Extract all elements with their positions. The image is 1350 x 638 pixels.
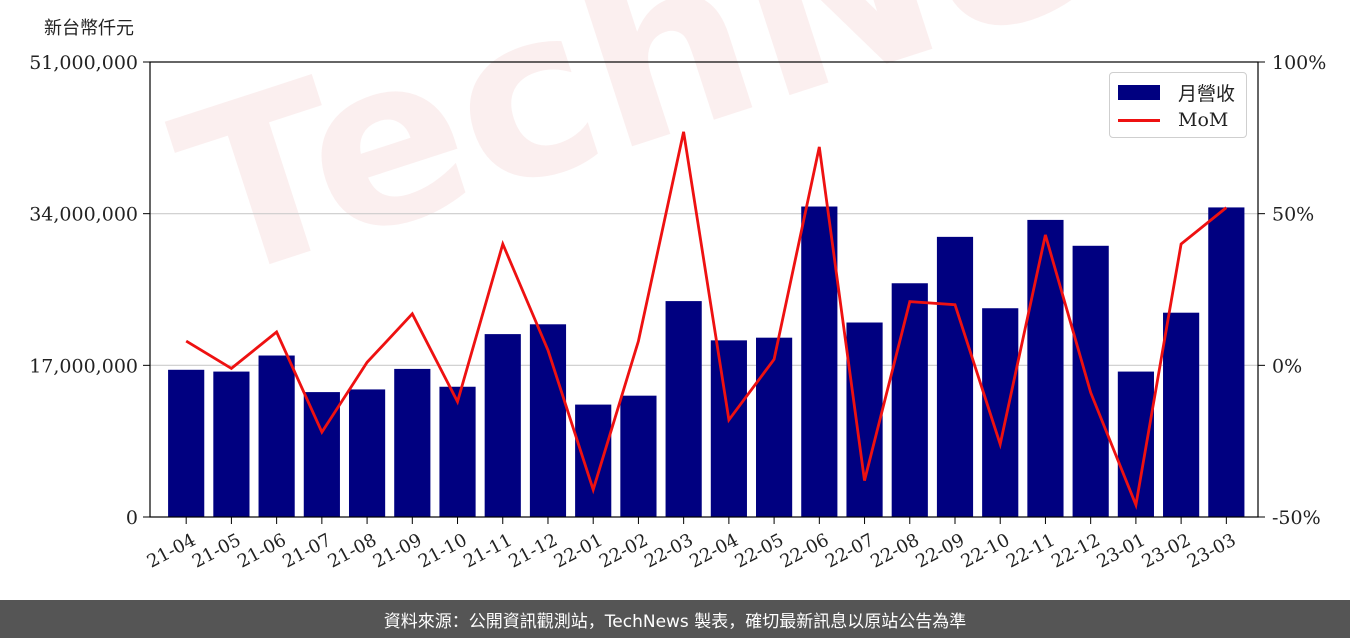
y-right-tick-label: 50% (1272, 204, 1314, 226)
bar-22-02 (620, 395, 657, 517)
x-tick-label: 22-09 (912, 530, 968, 573)
x-tick-label: 22-02 (596, 530, 652, 573)
x-tick-label: 22-12 (1048, 530, 1104, 573)
x-tick-label: 22-06 (777, 530, 833, 573)
y-left-tick-label: 34,000,000 (29, 204, 138, 226)
x-tick-label: 21-08 (325, 530, 381, 573)
bar-21-10 (439, 386, 476, 517)
bar-22-04 (710, 340, 747, 517)
bar-21-11 (484, 334, 521, 517)
x-tick-label: 22-08 (867, 530, 923, 573)
legend-swatch-line (1118, 118, 1160, 122)
x-tick-label: 21-10 (415, 530, 471, 573)
mom-line (185, 131, 1228, 510)
x-tick-label: 22-01 (551, 530, 607, 573)
legend-swatch-bar (1118, 84, 1160, 100)
unit-label: 新台幣仟元 (44, 18, 134, 39)
bar-23-02 (1163, 312, 1200, 517)
bar-22-07 (846, 322, 883, 517)
x-tick-label: 23-03 (1184, 530, 1240, 573)
bar-21-04 (168, 369, 205, 517)
x-tick-label: 21-07 (279, 530, 335, 573)
x-tick-label: 22-11 (1003, 530, 1059, 573)
y-left-tick-label: 51,000,000 (29, 52, 138, 74)
x-tick-label: 21-04 (144, 530, 200, 573)
y-left-tick-label: 0 (126, 507, 138, 529)
bar-22-11 (1027, 219, 1064, 518)
x-tick-label: 23-02 (1139, 530, 1195, 573)
x-tick-label: 21-05 (189, 530, 245, 573)
y-left-tick-label: 17,000,000 (29, 355, 138, 377)
plot-frame (149, 61, 1259, 518)
bar-23-01 (1117, 371, 1154, 517)
x-tick-label: 22-03 (641, 530, 697, 573)
chart-plot: 0 17,000,000 34,000,000 51,000,000 -50% 0% 50%… (29, 52, 1326, 573)
bar-22-05 (756, 337, 793, 517)
bar-22-10 (982, 308, 1019, 517)
y-right-tick-label: 0% (1272, 355, 1302, 377)
bar-21-12 (529, 324, 567, 517)
bar-22-06 (801, 206, 838, 517)
x-tick-label: 21-09 (370, 530, 426, 573)
bar-22-09 (936, 236, 974, 518)
legend-item-mom: MoM (1118, 107, 1228, 133)
legend-label-revenue: 月營收 (1178, 82, 1236, 105)
x-tick-label: 22-10 (958, 530, 1014, 573)
bar-22-12 (1072, 245, 1109, 518)
footer-source: 資料來源：公開資訊觀測站，TechNews 製表，確切最新訊息以原站公告為準 (0, 600, 1350, 638)
x-tick-label: 23-01 (1093, 530, 1149, 573)
y-right-tick-label: 100% (1272, 52, 1326, 74)
bar-21-06 (258, 355, 295, 517)
y-right-tick-label: -50% (1272, 507, 1321, 529)
x-tick-label: 21-11 (460, 530, 516, 573)
bar-22-08 (891, 283, 928, 517)
bar-21-05 (213, 371, 250, 517)
x-tick-label: 22-07 (822, 530, 878, 573)
x-tick-label: 21-06 (234, 530, 290, 573)
x-tick-label: 22-05 (732, 530, 788, 573)
bar-22-01 (575, 404, 612, 517)
bar-23-03 (1208, 207, 1245, 517)
x-tick-label: 21-12 (505, 530, 561, 573)
bar-21-08 (348, 389, 386, 517)
bar-22-03 (665, 301, 702, 517)
legend-label-mom: MoM (1178, 109, 1229, 131)
legend: 月營收 MoM (1109, 72, 1247, 138)
x-tick-label: 22-04 (686, 530, 742, 573)
legend-item-revenue: 月營收 (1118, 79, 1235, 105)
bar-21-09 (394, 368, 431, 517)
